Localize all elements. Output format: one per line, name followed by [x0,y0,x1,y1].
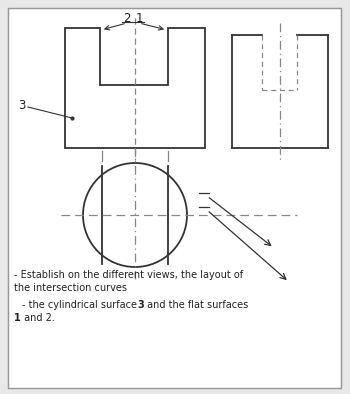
Text: 1: 1 [135,11,143,24]
Text: 3: 3 [18,98,26,112]
Text: the intersection curves: the intersection curves [14,283,127,293]
Text: and the flat surfaces: and the flat surfaces [144,300,248,310]
Text: 2: 2 [123,11,131,24]
Text: - Establish on the different views, the layout of: - Establish on the different views, the … [14,270,243,280]
Text: 1: 1 [14,313,21,323]
Text: and 2.: and 2. [21,313,55,323]
Text: 3: 3 [137,300,144,310]
Text: - the cylindrical surface: - the cylindrical surface [22,300,140,310]
